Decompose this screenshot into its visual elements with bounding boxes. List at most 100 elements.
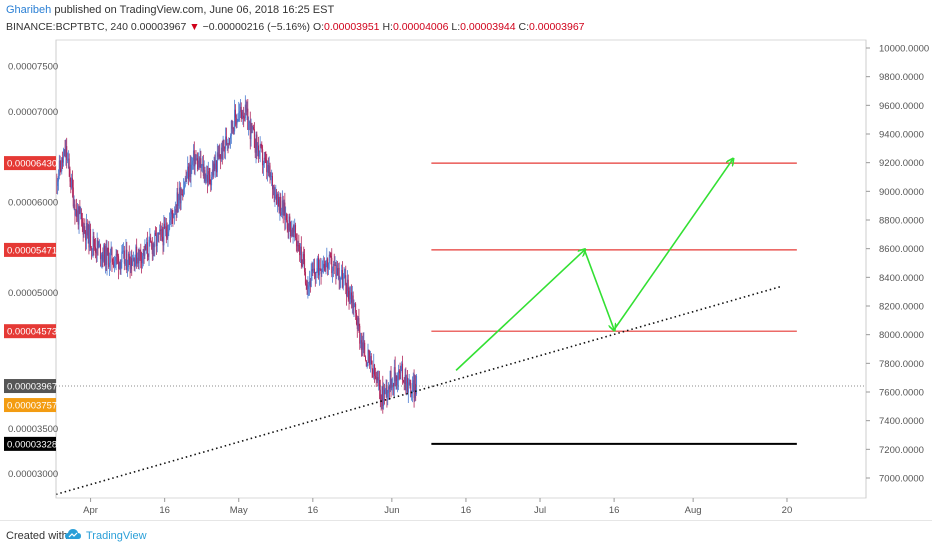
candle-body [181,194,183,195]
candle-body [337,267,339,276]
tradingview-link[interactable]: TradingView [86,530,147,542]
candle-body [383,389,385,395]
candle-body [368,349,370,353]
candle-body [221,147,223,159]
price-badge [4,436,56,451]
candle-body [164,226,166,229]
candle-body [373,364,375,374]
candle-body [211,177,213,186]
candle-body [251,122,253,130]
candle-body [214,163,216,169]
candle-body [319,268,321,271]
candle-body [303,254,305,260]
candle-body [346,284,348,297]
candle-body [216,152,218,173]
candle-body [194,158,196,167]
right-tick-label: 7800.0000 [879,359,924,370]
open-label: O: [312,21,325,33]
candle-body [399,371,401,374]
candle-body [67,159,69,161]
candle-body [180,194,182,204]
price-badge [4,156,56,171]
candle-body [60,169,62,172]
candle-body [281,200,283,212]
candle-body [197,158,199,170]
candle-body [395,375,397,382]
candle-body [315,271,317,278]
candle-body [408,382,410,384]
candle-body [127,266,129,270]
candle-body [123,250,125,264]
candle-body [57,181,59,186]
candle-body [160,228,162,231]
candle-body [114,260,116,262]
last-price: 0.00003967 [130,21,187,33]
candle-body [210,181,212,186]
candle-body [235,117,237,125]
candle-body [265,159,267,161]
candle-body [239,111,241,113]
candle-body [310,271,312,287]
right-tick-label: 8800.0000 [879,216,924,227]
candle-body [371,360,373,370]
candle-body [267,165,269,173]
x-tick-label: 20 [782,505,793,516]
candle-body [271,176,273,190]
candle-body [100,258,102,260]
candle-body [192,160,194,163]
candle-body [116,253,118,256]
candle-body [185,178,187,180]
candle-body [291,229,293,237]
candle-body [159,229,161,235]
left-tick-label: 0.00006000 [8,198,58,209]
candle-body [369,352,371,365]
candle-body [346,279,348,297]
candle-body [141,255,143,264]
candle-body [87,224,89,236]
candle-body [269,165,271,177]
candle-body [118,261,120,269]
candle-body [348,290,350,300]
author-link[interactable]: Gharibeh [6,4,52,16]
candle-body [316,268,318,272]
candle-body [70,181,72,188]
close-label: C: [518,21,530,33]
price-chart[interactable]: 0.00007500 0.00007000 0.00006000 0.00005000… [0,38,932,520]
candle-body [387,393,389,397]
candle-body [404,375,406,385]
candle-body [208,171,210,175]
candle-body [58,160,60,177]
candle-body [136,246,138,264]
candle-body [406,377,408,393]
candle-body [95,252,97,254]
candle-body [297,245,299,247]
candle-body [146,242,148,251]
candle-body [115,253,117,261]
candle-body [141,258,143,264]
price-badge [4,379,56,394]
candle-body [311,269,313,272]
candle-body [95,247,97,253]
candle-body [401,363,403,367]
candle-body [299,246,301,256]
candle-body [145,244,147,251]
candle-body [263,157,265,164]
candle-body [393,382,394,387]
candle-body [321,268,323,274]
right-tick-label: 9400.0000 [879,130,924,141]
candle-body [99,244,101,260]
low-label: L: [451,21,461,33]
right-tick-label: 7400.0000 [879,416,924,427]
candle-body [164,223,166,229]
candle-body [290,221,292,237]
candle-body [357,318,359,329]
candle-body [197,160,199,170]
candle-body [98,244,100,248]
candle-body [225,136,227,146]
projection-arrow-segment [583,249,614,330]
candle-body [411,393,413,398]
candle-body [226,143,228,146]
candle-body [245,104,247,112]
candle-body [345,275,347,285]
candle-body [377,377,379,381]
